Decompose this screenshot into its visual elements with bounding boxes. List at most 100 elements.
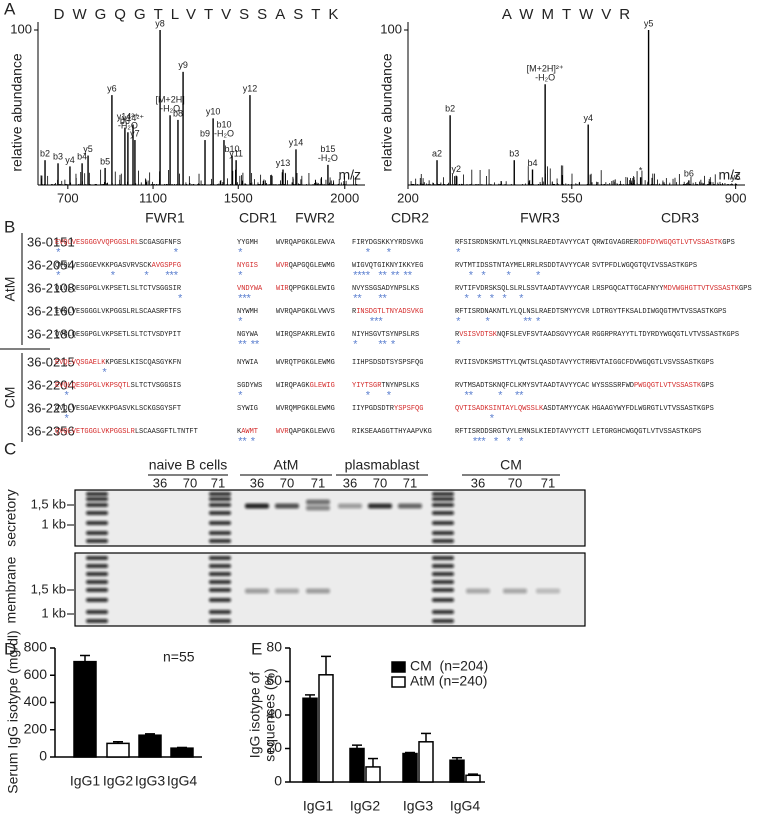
mutation-stars: * bbox=[455, 414, 495, 426]
sequence-part: SCGASGFNFS bbox=[139, 239, 181, 247]
group-label: CM bbox=[2, 387, 18, 409]
sequence-cell: WYSSSSRFWDPWGQGTLVTVSSASTKGPS bbox=[592, 382, 714, 390]
sequence-cell: NYWMH bbox=[237, 308, 258, 316]
sequence-cell: IIYPGDSDTRYSPSFQG bbox=[352, 405, 423, 413]
y-tick-label: 20 bbox=[266, 739, 282, 755]
sequence-part: QLQLQESGPGLVKPSETLSLTCTVSGGSIR bbox=[55, 285, 182, 293]
sequence-part: RGGRPRAYYTLTDYRDYWGQGTLVTVSSASTKGPS bbox=[592, 331, 739, 339]
sample-band bbox=[245, 588, 269, 594]
clone-id: 36-2108 bbox=[27, 280, 75, 295]
lane-label: 36 bbox=[250, 475, 264, 490]
peak-label: y7 bbox=[130, 128, 140, 138]
sequence-part: WIRQPAGK bbox=[276, 382, 310, 390]
mutation-stars: * * bbox=[352, 248, 392, 260]
sequence-cell: YIYTSGRTNYNPSLKS bbox=[352, 382, 419, 390]
sequence-cell: RVIISVDKSMSTTYLQWTSLQASDTAVYYCTRR bbox=[455, 359, 594, 367]
ladder-band bbox=[432, 503, 454, 507]
sequence-cell: WVRQAPGKGLEWVG bbox=[276, 428, 335, 436]
sequence-part: QAPGQGLEWMG bbox=[289, 262, 335, 270]
y-tick-label: 100 bbox=[10, 21, 32, 36]
peptide-highlight: DDFDYWGQGTLVTVSSASTK bbox=[638, 239, 723, 247]
clone-id: 36-0151 bbox=[27, 234, 75, 249]
mutation-stars: ** ** bbox=[237, 340, 260, 352]
clone-id: 36-2356 bbox=[27, 423, 75, 438]
lane-label: 70 bbox=[373, 475, 387, 490]
ladder-band bbox=[432, 531, 454, 535]
sequence-cell: SGDYWS bbox=[237, 382, 262, 390]
sequence-part: GPS bbox=[739, 285, 752, 293]
bar bbox=[465, 774, 481, 783]
mutation-stars: * * bbox=[352, 391, 392, 403]
sequence-cell: WVRQAPGKGLVWVS bbox=[276, 308, 335, 316]
marker-label: 1,5 kb bbox=[31, 496, 66, 511]
sequence-part: QRWIGVAGRER bbox=[592, 239, 639, 247]
sequence-cell: LRSPGQCATTGCAFNYYMDVWGHGTTVTVSSASTKGPS bbox=[592, 285, 752, 293]
sample-band bbox=[398, 503, 422, 509]
peptide-highlight: PWGQGTLVTVSSASTK bbox=[634, 382, 702, 390]
peak-label: a2 bbox=[432, 149, 442, 159]
legend-label: AtM (n=240) bbox=[410, 673, 487, 689]
clone-id: 36-0215 bbox=[27, 354, 75, 369]
sequence-part: RFTISRDNAKNTLYLQLNSLRAEDTSMYYCVR bbox=[455, 308, 590, 316]
y-axis-label: relative abundance bbox=[9, 53, 25, 172]
sequence-part: YYGMH bbox=[237, 239, 258, 247]
sequence-part: RVTMSADTSKNQFCLKMYSVTAADTAVYYCAC bbox=[455, 382, 589, 390]
peptide-highlight: AWMT bbox=[241, 428, 258, 436]
x-tick-label: 700 bbox=[57, 190, 79, 205]
bar bbox=[302, 697, 318, 783]
lane-label: 71 bbox=[403, 475, 417, 490]
lane-label: 71 bbox=[311, 475, 325, 490]
clone-id: 36-2054 bbox=[27, 257, 75, 272]
sequence-cell: WVRQTPGKGLEWMG bbox=[276, 359, 335, 367]
marker-label: 1 kb bbox=[41, 516, 66, 531]
x-axis-label: m/z bbox=[718, 167, 741, 183]
sequence-part: WVRQAPGKGLVWVS bbox=[276, 308, 335, 316]
sequence-part: K bbox=[237, 428, 242, 436]
sequence-cell: EVQLVESGGGVVQPGGSLRLSCGASGFNFS bbox=[55, 239, 181, 247]
panel-label: E bbox=[251, 639, 262, 658]
sequence-part: IIYPGDSDTR bbox=[352, 405, 395, 413]
peak-label: -H₂O bbox=[214, 128, 234, 138]
ladder-band bbox=[86, 503, 108, 507]
sequence-part: EVQLVESGGGLVKPGGSLRLSCAASRFTFS bbox=[55, 308, 181, 316]
peak-label: b3 bbox=[509, 149, 519, 159]
peak-label: y14²⁺ bbox=[117, 112, 140, 122]
sequence-cell: SVTAIGGCFDVWGQGTLVSVSSASTKGPS bbox=[592, 359, 714, 367]
ladder-band bbox=[209, 497, 231, 501]
sequence-part: HGAAGYWYFDLWGRGTLVTVSSASTKGPS bbox=[592, 405, 714, 413]
sequence-cell: RVTMSADTSKNQFCLKMYSVTAADTAVYYCAC bbox=[455, 382, 589, 390]
sequence-cell: WIRQPAGKGLEWIG bbox=[276, 382, 335, 390]
sequence-part: SGDYWS bbox=[237, 382, 262, 390]
gel-label: membrane bbox=[3, 556, 19, 623]
sequence-cell: FIRYDGSKKYYRDSVKG bbox=[352, 239, 423, 247]
peptide-sequence: DWGQGTLVTVSSASTK bbox=[54, 6, 347, 23]
sequence-part: R bbox=[352, 308, 357, 316]
mutation-stars: **** ** ** ** bbox=[352, 271, 413, 283]
lane-group-label: CM bbox=[500, 457, 522, 473]
legend-label: CM (n=204) bbox=[410, 658, 488, 674]
peak-label: y11 bbox=[229, 149, 243, 159]
sequence-part: TNYNPSLKS bbox=[381, 382, 419, 390]
peptide-highlight: EVQLVESGGGVVQPGGSLRL bbox=[55, 239, 139, 247]
sequence-part: NYWMH bbox=[237, 308, 258, 316]
peak-label: * bbox=[639, 166, 643, 176]
sequence-part: WVRQAPGKGLEWVA bbox=[276, 239, 336, 247]
gel-label: secretory bbox=[3, 489, 19, 547]
sequence-cell: YYGMH bbox=[237, 239, 258, 247]
ladder-band bbox=[86, 556, 108, 560]
peptide-highlight: EVQLVQSGAELK bbox=[55, 359, 106, 367]
sequence-cell: RVTIFVDRSKSQLSLRLSSVTAADTAVYYCAR bbox=[455, 285, 590, 293]
sample-band bbox=[275, 588, 299, 594]
peak-label: b6 bbox=[684, 169, 694, 179]
lane-group-label: plasmablast bbox=[345, 457, 420, 473]
ladder-band bbox=[432, 539, 454, 543]
sequence-cell: NGYWA bbox=[237, 331, 259, 339]
peak-label: b15 bbox=[320, 144, 335, 154]
bar bbox=[170, 747, 194, 758]
sample-band bbox=[536, 588, 560, 594]
sequence-cell: RFTISRDDSRGTVYLEMNSLKIEDTAVYYCTT bbox=[455, 428, 589, 436]
y-tick-label: 200 bbox=[24, 720, 48, 736]
ladder-band bbox=[86, 521, 108, 525]
sequence-cell: QVQLVETGGGLVKPGGSLRLSCAASGFTLTNTFT bbox=[55, 428, 198, 436]
